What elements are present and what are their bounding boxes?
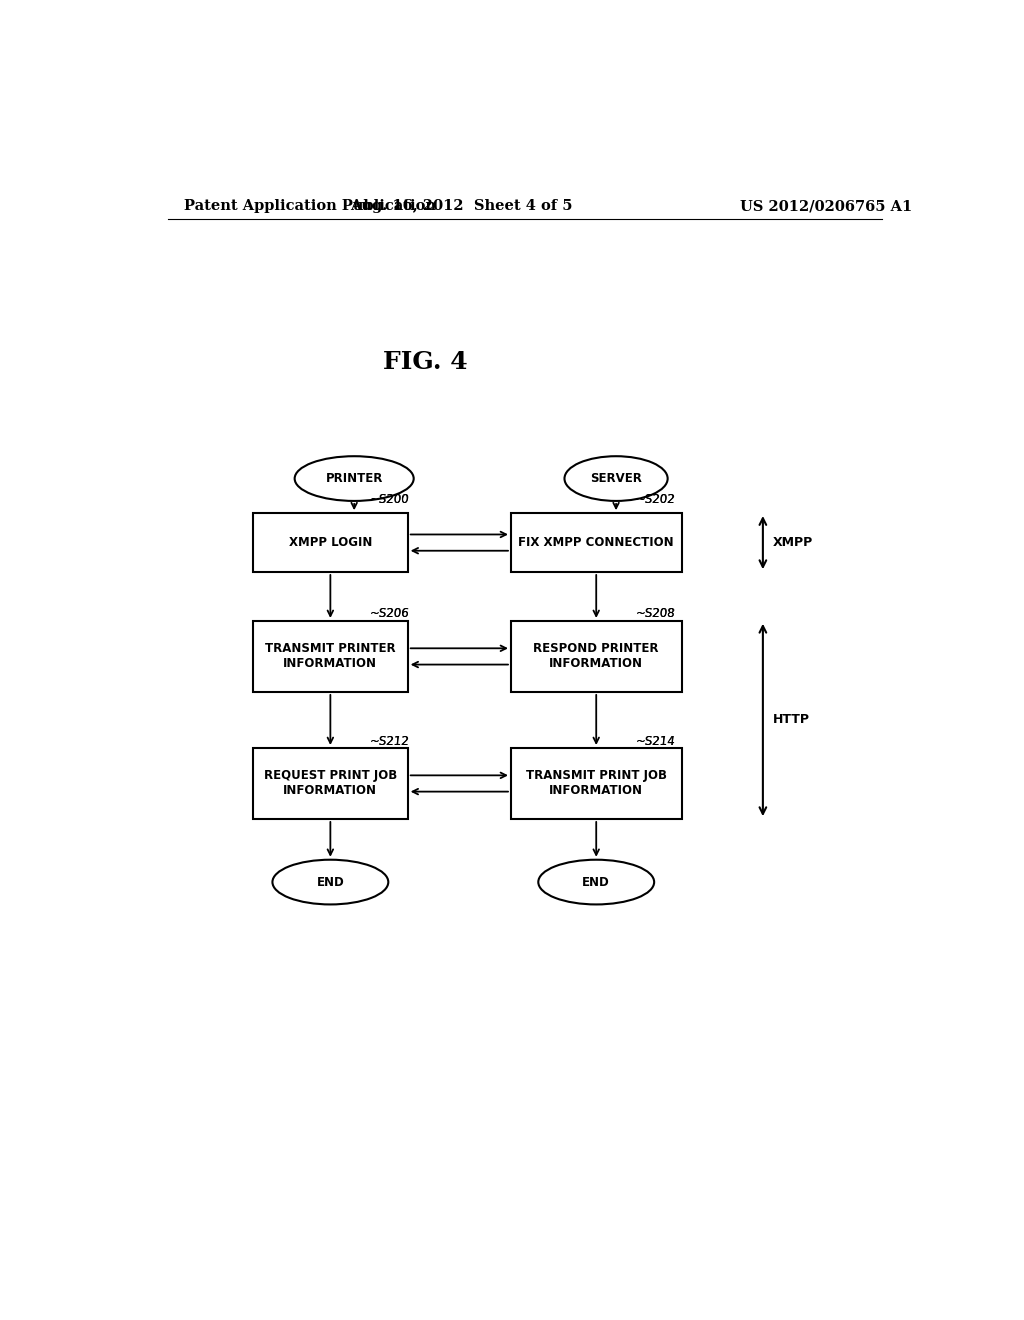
Bar xyxy=(511,513,682,572)
Text: XMPP LOGIN: XMPP LOGIN xyxy=(289,536,372,549)
Text: ~S206: ~S206 xyxy=(370,607,410,620)
Ellipse shape xyxy=(272,859,388,904)
Text: END: END xyxy=(316,875,344,888)
Ellipse shape xyxy=(564,457,668,500)
Bar xyxy=(253,748,408,818)
Bar xyxy=(511,620,682,692)
Ellipse shape xyxy=(539,859,654,904)
Bar xyxy=(253,620,408,692)
Text: ~S208: ~S208 xyxy=(636,607,676,620)
Text: ~S212: ~S212 xyxy=(370,735,410,748)
Text: ~S208: ~S208 xyxy=(636,607,676,620)
Text: Aug. 16, 2012  Sheet 4 of 5: Aug. 16, 2012 Sheet 4 of 5 xyxy=(350,199,572,213)
Ellipse shape xyxy=(295,457,414,500)
Text: ~S202: ~S202 xyxy=(636,494,676,507)
Text: ~S202: ~S202 xyxy=(636,494,676,507)
Text: ~S214: ~S214 xyxy=(636,735,676,748)
Text: US 2012/0206765 A1: US 2012/0206765 A1 xyxy=(740,199,912,213)
Text: ~S212: ~S212 xyxy=(370,735,410,748)
Text: RESPOND PRINTER
INFORMATION: RESPOND PRINTER INFORMATION xyxy=(534,643,659,671)
Text: Patent Application Publication: Patent Application Publication xyxy=(183,199,435,213)
Text: ~S214: ~S214 xyxy=(636,735,676,748)
Text: ~S200: ~S200 xyxy=(370,494,410,507)
Text: ~S206: ~S206 xyxy=(370,607,410,620)
Bar xyxy=(253,513,408,572)
Text: FIG. 4: FIG. 4 xyxy=(383,350,468,374)
Text: FIX XMPP CONNECTION: FIX XMPP CONNECTION xyxy=(518,536,674,549)
Text: TRANSMIT PRINT JOB
INFORMATION: TRANSMIT PRINT JOB INFORMATION xyxy=(525,770,667,797)
Text: END: END xyxy=(583,875,610,888)
Text: PRINTER: PRINTER xyxy=(326,473,383,484)
Text: REQUEST PRINT JOB
INFORMATION: REQUEST PRINT JOB INFORMATION xyxy=(264,770,397,797)
Text: ~S200: ~S200 xyxy=(370,494,410,507)
Text: TRANSMIT PRINTER
INFORMATION: TRANSMIT PRINTER INFORMATION xyxy=(265,643,395,671)
Text: SERVER: SERVER xyxy=(590,473,642,484)
Text: HTTP: HTTP xyxy=(772,713,809,726)
Text: XMPP: XMPP xyxy=(772,536,813,549)
Bar xyxy=(511,748,682,818)
